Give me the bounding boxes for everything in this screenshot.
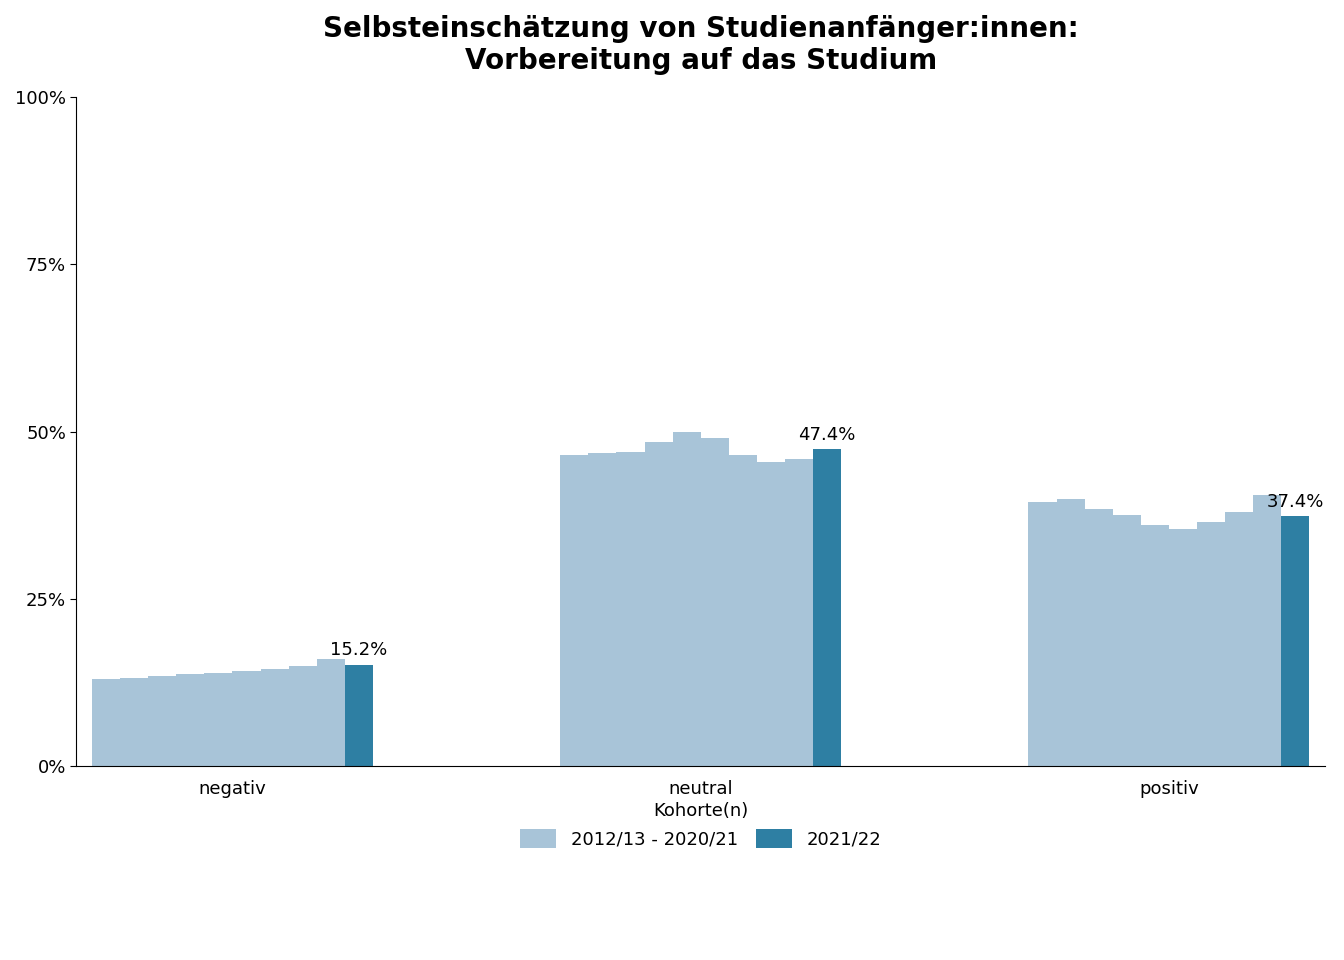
Bar [289,666,317,766]
Title: Selbsteinschätzung von Studienanfänger:innen:
Vorbereitung auf das Studium: Selbsteinschätzung von Studienanfänger:i… [323,15,1079,76]
Bar [176,674,204,766]
Text: 15.2%: 15.2% [331,641,387,660]
Bar [813,449,841,766]
Text: 37.4%: 37.4% [1266,492,1324,511]
Bar [148,676,176,766]
Bar [1141,525,1169,766]
Bar [672,432,700,766]
Bar [345,664,374,766]
Bar [1169,529,1198,766]
Bar [1028,502,1056,766]
Bar [728,455,757,766]
Bar [645,442,672,766]
Bar [91,680,120,766]
Bar [1253,495,1281,766]
Bar [1226,512,1253,766]
Bar [589,453,617,766]
Bar [1198,522,1226,766]
Bar [1281,516,1309,766]
Bar [204,673,233,766]
Bar [261,669,289,766]
Bar [785,459,813,766]
Bar [1085,509,1113,766]
Bar [317,660,345,766]
Bar [560,455,589,766]
Bar [233,671,261,766]
Bar [1056,498,1085,766]
Bar [617,452,645,766]
Legend: 2012/13 - 2020/21, 2021/22: 2012/13 - 2020/21, 2021/22 [511,793,890,857]
Bar [1113,516,1141,766]
Bar [700,439,728,766]
Bar [120,678,148,766]
Text: 47.4%: 47.4% [798,426,856,444]
Bar [757,462,785,766]
